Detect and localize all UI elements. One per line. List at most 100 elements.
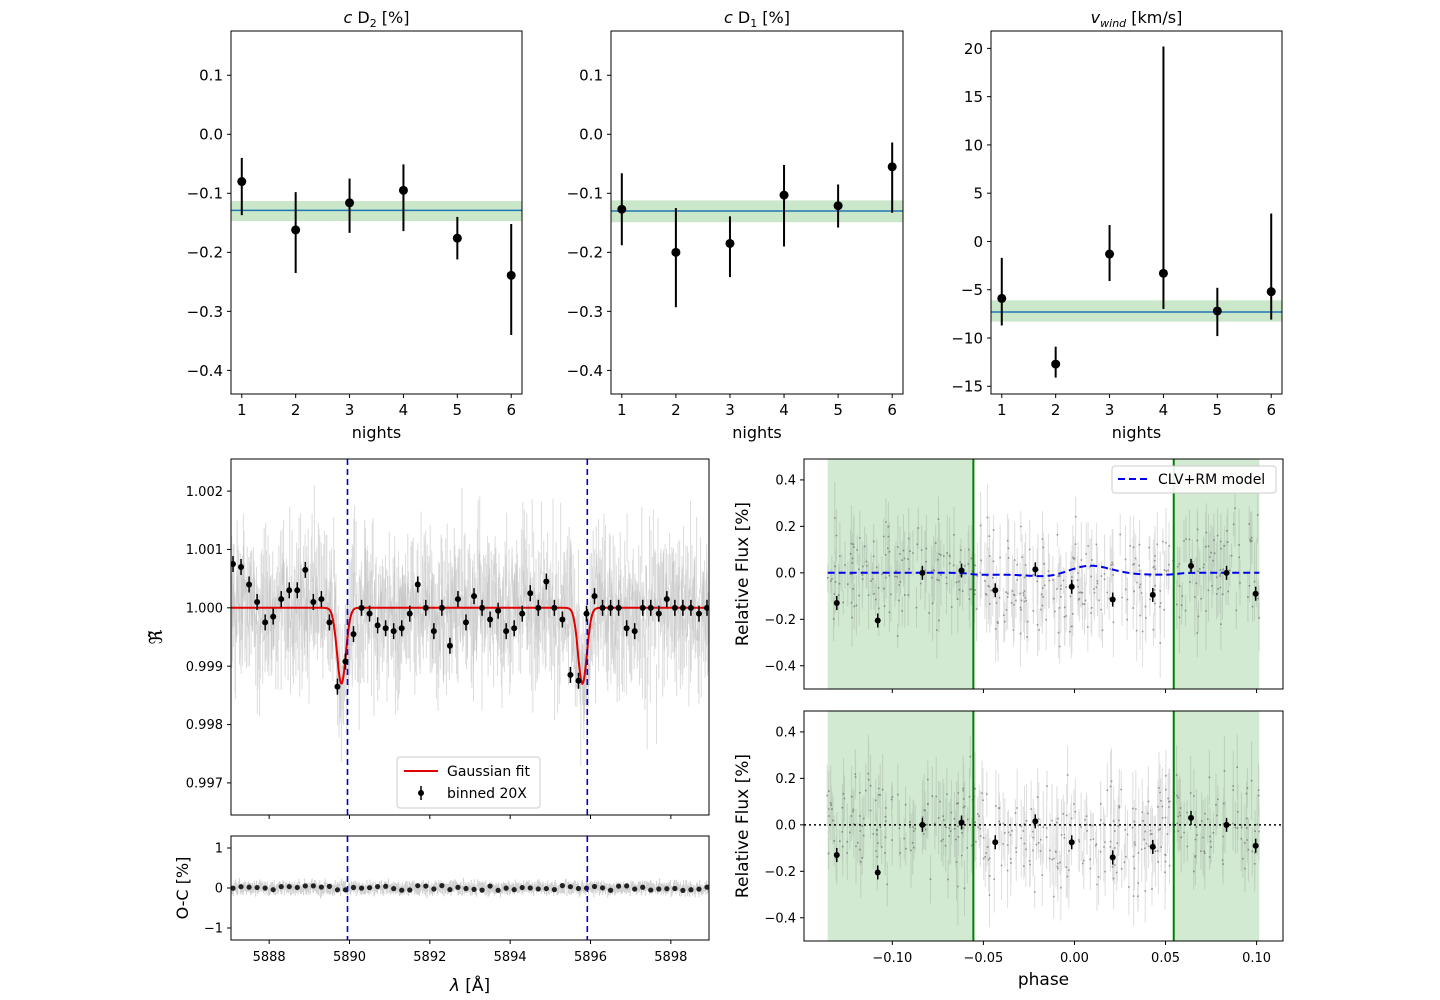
residual-binned-point bbox=[358, 885, 365, 891]
lc_top-plot bbox=[827, 459, 1260, 689]
lc_top-binned-point bbox=[1188, 562, 1195, 569]
binned-point bbox=[286, 587, 293, 594]
cD1-ytick-label: −0.4 bbox=[567, 362, 603, 380]
cD2-point bbox=[506, 270, 516, 280]
lc_bottom-binned-point bbox=[992, 839, 999, 846]
residual-binned-point bbox=[543, 885, 549, 892]
binned-point bbox=[246, 581, 253, 588]
binned-point bbox=[479, 604, 486, 611]
residual-xtick-label: 5896 bbox=[574, 950, 607, 965]
lc_top-binned-point bbox=[1149, 591, 1156, 598]
spectrum-raw-line bbox=[231, 528, 709, 724]
residual-binned-point bbox=[415, 883, 421, 889]
cD2-xtick-label: 3 bbox=[345, 401, 355, 419]
binned-point bbox=[679, 604, 686, 611]
lc_bottom-binned-point bbox=[1252, 842, 1259, 849]
binned-point bbox=[503, 628, 510, 635]
lc_bottom-binned-point bbox=[1149, 843, 1156, 850]
vwind-point bbox=[1158, 268, 1168, 278]
vwind-xtick-label: 1 bbox=[997, 401, 1007, 419]
binned-point bbox=[446, 642, 453, 649]
cD2-ytick-label: −0.1 bbox=[187, 185, 223, 203]
xlabel-symbol: λ bbox=[449, 976, 460, 996]
cD1-title: c D1 [%] bbox=[724, 8, 790, 30]
vwind-xtick-label: 5 bbox=[1213, 401, 1223, 419]
residual-binned-point bbox=[664, 886, 670, 892]
lc_bottom-xtick-label: 0.10 bbox=[1242, 951, 1271, 966]
residual-raw-errorbars bbox=[231, 877, 709, 899]
residual-binned-point bbox=[487, 883, 493, 889]
residual-binned-point bbox=[479, 887, 485, 893]
binned-point bbox=[366, 610, 373, 617]
residual-binned-point bbox=[423, 883, 429, 889]
legend-binned-swatch bbox=[418, 790, 424, 796]
lc_bottom-ytick-label: 0.0 bbox=[775, 819, 796, 834]
cD1-xlabel: nights bbox=[732, 423, 782, 442]
residual-binned-point bbox=[254, 884, 260, 891]
cD1-xtick-label: 2 bbox=[671, 401, 681, 419]
residual-binned-point bbox=[567, 884, 574, 890]
binned-point bbox=[583, 610, 590, 617]
vwind-xtick-label: 6 bbox=[1266, 401, 1276, 419]
binned-point bbox=[414, 581, 421, 588]
binned-point bbox=[591, 593, 598, 600]
vwind-ytick-label: 5 bbox=[973, 185, 983, 203]
lc_top-binned-point bbox=[1252, 590, 1259, 597]
lc_top-binned-point bbox=[1109, 596, 1116, 603]
cD2-xlabel: nights bbox=[352, 423, 402, 442]
spectrum-ytick-label: 0.999 bbox=[186, 660, 223, 675]
cD1-panel: nights c D1 [%] bbox=[611, 8, 903, 442]
cD2-ytick-label: 0.1 bbox=[199, 67, 223, 85]
cD2-point bbox=[398, 185, 408, 195]
binned-point bbox=[238, 563, 245, 570]
vwind-ytick-label: 0 bbox=[973, 233, 983, 251]
binned-point bbox=[575, 677, 582, 684]
binned-point bbox=[430, 628, 437, 635]
lc_bottom-binned-point bbox=[1109, 854, 1116, 861]
cD1-point bbox=[617, 204, 627, 214]
lc_top-out-of-transit-region bbox=[1173, 459, 1260, 689]
spectrum-ytick-label: 1.002 bbox=[186, 485, 223, 500]
residual-binned-point bbox=[286, 883, 292, 890]
residual-binned-point bbox=[575, 885, 582, 892]
cD2-frame bbox=[230, 30, 523, 395]
binned-point bbox=[527, 590, 534, 597]
lc_bottom-out-of-transit-region bbox=[827, 711, 974, 941]
vwind-xtick-label: 2 bbox=[1051, 401, 1061, 419]
cD1-xtick-label: 5 bbox=[833, 401, 843, 419]
vwind-xlabel: nights bbox=[1112, 423, 1162, 442]
binned-point bbox=[567, 671, 574, 678]
cD2-xtick-label: 2 bbox=[291, 401, 301, 419]
residual-binned-point bbox=[624, 883, 630, 889]
binned-point bbox=[270, 613, 277, 620]
residual-binned-point bbox=[375, 883, 381, 890]
binned-point bbox=[487, 616, 494, 623]
lc_bottom-ytick-label: 0.2 bbox=[775, 772, 796, 787]
residual-xtick-label: 5888 bbox=[253, 950, 286, 965]
residual-binned-point bbox=[326, 883, 333, 889]
binned-point bbox=[559, 616, 566, 623]
cD2-title-main: D bbox=[352, 8, 369, 27]
residual-binned-point bbox=[680, 887, 686, 893]
lc_bottom-ytick-label: −0.2 bbox=[764, 865, 796, 880]
cD1-point bbox=[887, 162, 897, 172]
binned-point bbox=[615, 604, 622, 611]
lc-legend: CLV+RM model bbox=[1111, 465, 1277, 494]
binned-point bbox=[623, 625, 630, 632]
residual-binned-point bbox=[551, 887, 557, 893]
cD2-ytick-label: −0.4 bbox=[187, 362, 223, 380]
lc_top-ytick-label: 0.0 bbox=[775, 567, 796, 582]
cD1-title-sub: 1 bbox=[750, 17, 757, 30]
residual-ytick-label: −1 bbox=[204, 922, 223, 937]
binned-point bbox=[695, 610, 702, 617]
spectrum-ytick-label: 0.998 bbox=[186, 718, 223, 733]
residual-binned-point bbox=[407, 887, 413, 893]
cD2-point bbox=[345, 198, 355, 208]
residual-ylabel: O-C [%] bbox=[173, 857, 192, 920]
vwind-title-unit: [km/s] bbox=[1126, 8, 1182, 27]
binned-point bbox=[462, 619, 469, 626]
lc_top-binned-point bbox=[958, 567, 965, 574]
cD2-point bbox=[291, 225, 301, 235]
lc_bottom-binned-point bbox=[1223, 821, 1230, 828]
residual-binned-point bbox=[511, 887, 517, 893]
